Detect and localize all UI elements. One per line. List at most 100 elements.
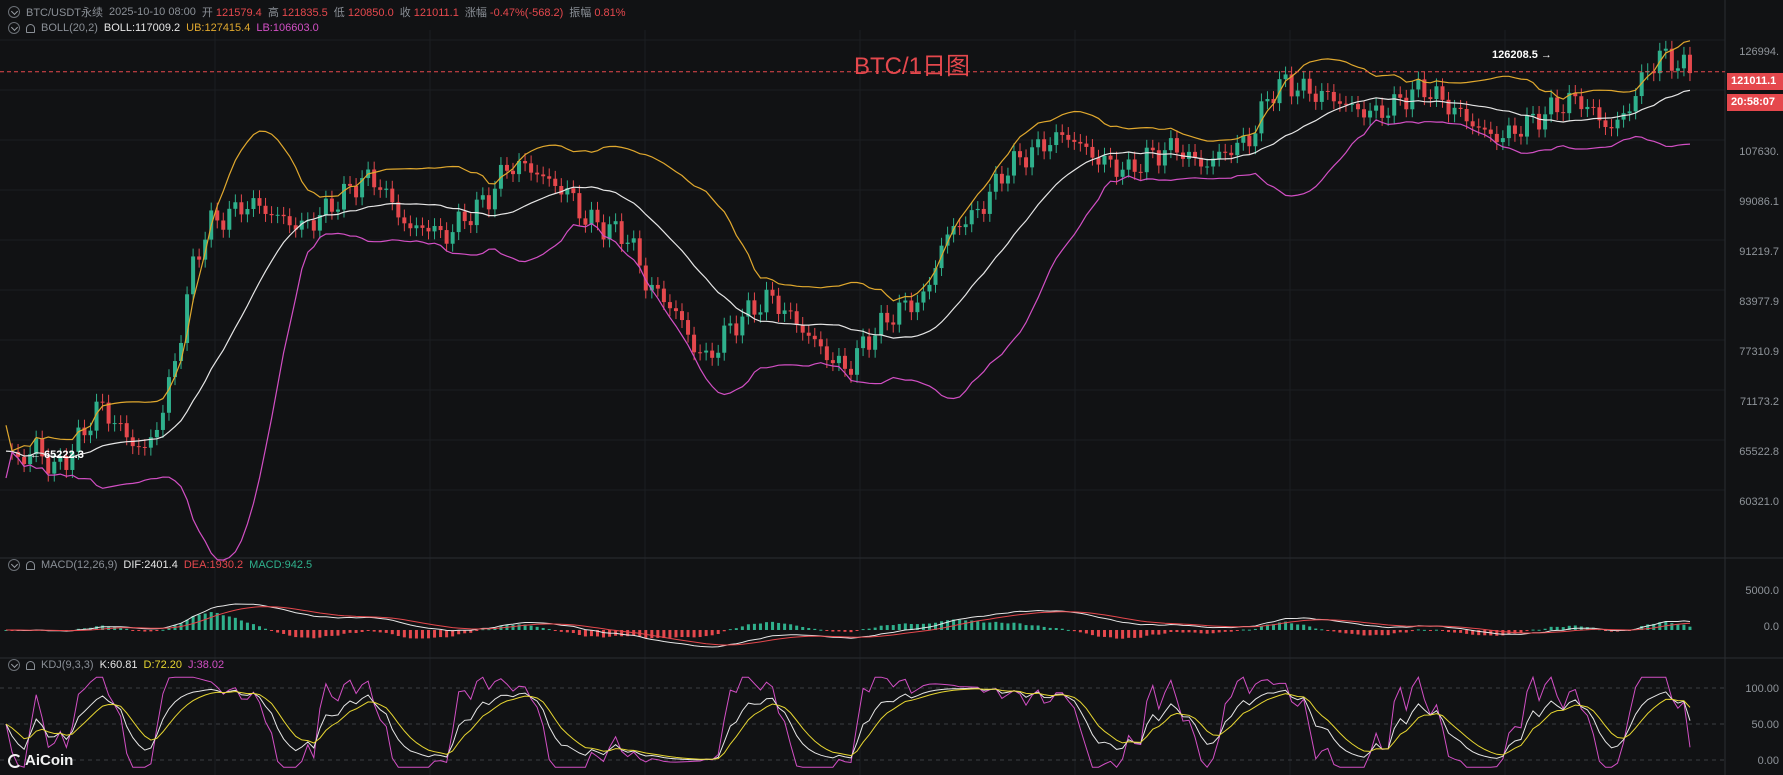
candle-body [1223, 151, 1228, 153]
candle-body [293, 225, 298, 230]
candle-body [879, 312, 884, 336]
macd-histogram-bar [1151, 630, 1155, 635]
candle-body [1356, 103, 1360, 110]
macd-histogram-bar [716, 630, 720, 635]
candle-body [1675, 68, 1680, 71]
alert-bell-icon[interactable] [26, 660, 35, 670]
collapse-chevron-icon[interactable] [8, 6, 20, 18]
macd-histogram-bar [517, 624, 521, 630]
macd-label[interactable]: MACD(12,26,9) [41, 559, 118, 571]
candle-body [1011, 151, 1016, 176]
candle-body [1531, 113, 1536, 116]
macd-histogram-bar [1253, 628, 1257, 630]
macd-histogram-bar [626, 630, 630, 637]
candle-body [46, 456, 51, 474]
candle-body [450, 232, 455, 244]
macd-histogram-bar [596, 630, 599, 637]
macd-dea-value: DEA:1930.2 [183, 559, 244, 571]
macd-histogram-bar [903, 623, 907, 630]
macd-histogram-bar [1447, 630, 1451, 633]
macd-histogram-bar [1163, 630, 1167, 634]
macd-histogram-bar [1145, 630, 1149, 636]
macd-histogram-bar [1205, 630, 1209, 634]
candle-body [299, 220, 304, 230]
macd-histogram-bar [101, 625, 105, 630]
candle-body [1452, 107, 1457, 115]
price-tick: 91219.7 [1739, 246, 1779, 258]
candle-body [1120, 169, 1125, 177]
candle-body [1470, 121, 1475, 127]
macd-histogram-bar [1362, 630, 1366, 636]
candle-body [88, 430, 93, 436]
candle-body [179, 342, 184, 362]
candle-body [432, 226, 437, 232]
aicoin-logo-text: AiCoin [25, 752, 74, 769]
candle-body [1561, 112, 1566, 114]
macd-histogram-bar [952, 619, 956, 630]
candle-body [1506, 125, 1511, 139]
price-tick: 126994. [1739, 46, 1779, 58]
macd-histogram-bar [1211, 630, 1215, 634]
alert-bell-icon[interactable] [26, 560, 35, 570]
candle-body [396, 202, 401, 218]
candle-body [1337, 101, 1342, 104]
macd-histogram-bar [535, 626, 539, 630]
symbol-name: BTC/USDT永续 [26, 7, 103, 19]
macd-histogram-bar [1495, 630, 1499, 636]
candle-body [76, 427, 81, 452]
candle-body [52, 461, 57, 474]
candle-body [468, 221, 473, 226]
candle-body [106, 402, 111, 424]
kdj-label[interactable]: KDJ(9,3,3) [41, 659, 94, 671]
macd-histogram-bar [1096, 630, 1100, 637]
candle-body [1319, 90, 1324, 102]
macd-histogram-bar [1290, 623, 1294, 630]
candle-body [1199, 157, 1204, 167]
macd-histogram-bar [710, 630, 714, 636]
candle-body [1525, 115, 1529, 137]
candle-body [704, 350, 709, 353]
low-label: 低 [333, 7, 345, 19]
candle-body [390, 188, 395, 203]
collapse-chevron-icon[interactable] [8, 22, 20, 34]
candle-body [1609, 127, 1614, 129]
macd-histogram-bar [849, 630, 853, 633]
macd-histogram-bar [801, 626, 805, 630]
macd-histogram-bar [1199, 630, 1203, 634]
macd-histogram-bar [1477, 630, 1481, 636]
candle-body [360, 178, 365, 198]
macd-histogram-bar [1465, 630, 1469, 634]
macd-histogram-bar [511, 624, 515, 630]
macd-histogram-bar [758, 623, 762, 630]
price-tick: 65522.8 [1739, 446, 1779, 458]
candle-body [239, 202, 244, 215]
macd-histogram-bar [1670, 623, 1674, 630]
candle-body [1446, 99, 1451, 115]
macd-histogram-bar [819, 629, 823, 631]
candle-body [22, 456, 27, 465]
candle-body [1543, 114, 1548, 130]
candle-body [1434, 86, 1439, 99]
macd-histogram-bar [1356, 630, 1360, 635]
macd-histogram-bar [245, 622, 249, 630]
candle-body [191, 256, 196, 295]
macd-histogram-bar [451, 630, 455, 637]
macd-histogram-bar [372, 630, 376, 632]
macd-histogram-bar [1217, 630, 1221, 633]
candle-body [34, 438, 39, 455]
candle-body [776, 295, 781, 314]
macd-histogram-bar [457, 630, 461, 635]
macd-histogram-bar [891, 625, 895, 630]
alert-bell-icon[interactable] [26, 23, 35, 33]
candle-body [1325, 90, 1330, 92]
candle-body [1374, 105, 1379, 111]
collapse-chevron-icon[interactable] [8, 559, 20, 571]
ohlc-legend: BTC/USDT永续 2025-10-10 08:00 开 121579.4 高… [8, 4, 626, 20]
boll-label[interactable]: BOLL(20,2) [41, 22, 98, 34]
collapse-chevron-icon[interactable] [8, 659, 20, 671]
candle-body [486, 195, 491, 210]
macd-histogram-bar [807, 628, 811, 630]
candle-body [420, 225, 425, 228]
candle-body [758, 312, 763, 315]
